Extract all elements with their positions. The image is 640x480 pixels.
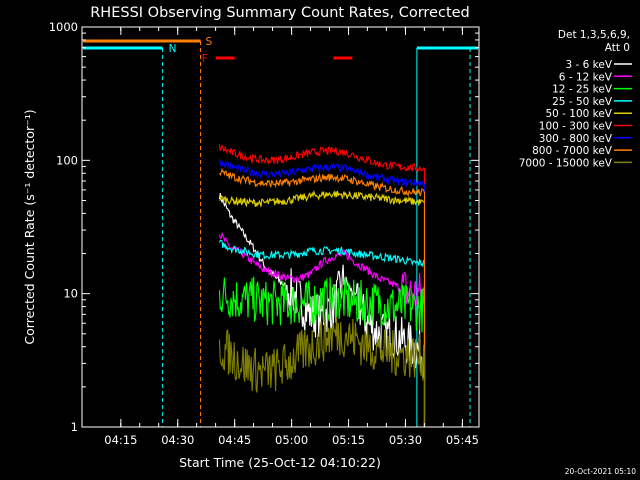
y-tick-label: 100 (56, 153, 78, 167)
series-line (218, 239, 426, 427)
x-tick-label: 05:30 (389, 433, 422, 447)
legend-header-line2: Att 0 (605, 42, 630, 54)
series-7000-15000-kev (218, 315, 426, 427)
series-line (218, 276, 426, 427)
y-tick-label: 1 (71, 420, 78, 434)
night-label: N (169, 43, 177, 55)
x-tick-label: 04:30 (161, 433, 194, 447)
legend-label: 800 - 7000 keV (532, 145, 613, 157)
series-line (219, 167, 426, 427)
axes-layer: 1 10 100 1000 04:15 04:30 04:45 05:00 05:15 05:30… (49, 20, 479, 447)
x-tick-label: 05:45 (446, 433, 479, 447)
x-tick-label: 05:15 (332, 433, 365, 447)
series-6-12-kev (218, 231, 426, 427)
series-300-800-kev (218, 158, 426, 427)
series-line (218, 144, 426, 427)
legend-label: 7000 - 15000 keV (519, 157, 613, 169)
legend-label: 12 - 25 keV (552, 84, 613, 96)
series-100-300-kev (218, 144, 426, 427)
x-tick-label: 04:45 (218, 433, 251, 447)
series-line (219, 189, 426, 427)
y-axis-label: Corrected Count Rate (s⁻¹ detector⁻¹) (22, 109, 37, 344)
legend-label: 300 - 800 keV (539, 133, 613, 145)
series-line (218, 231, 426, 427)
legend-label: 50 - 100 keV (545, 108, 612, 120)
flare-label: F (202, 53, 208, 65)
plot-border (81, 26, 480, 428)
series-line (218, 158, 426, 427)
series-800-7000-kev (219, 167, 426, 427)
chart-title: RHESSI Observing Summary Count Rates, Co… (90, 5, 470, 21)
y-tick-label: 1000 (49, 20, 78, 34)
y-tick-label: 10 (63, 287, 78, 301)
series-25-50-kev (218, 239, 426, 427)
saa-label: S (206, 36, 213, 48)
legend-label: 100 - 300 keV (539, 121, 613, 133)
series-layer (218, 144, 426, 427)
x-tick-label: 04:15 (104, 433, 137, 447)
legend-header-line1: Det 1,3,5,6,9, (558, 29, 630, 41)
legend-label: 25 - 50 keV (552, 96, 613, 108)
legend-label: 3 - 6 keV (565, 59, 612, 71)
x-axis-label: Start Time (25-Oct-12 04:10:22) (179, 455, 381, 470)
x-tick-label: 05:00 (275, 433, 308, 447)
legend-label: 6 - 12 keV (559, 71, 613, 83)
annotations-layer: S N F (83, 36, 478, 427)
series-12-25-kev (218, 276, 426, 427)
series-line (218, 315, 426, 427)
footer-date: 20-Oct-2021 05:10 (565, 467, 636, 476)
series-50-100-kev (219, 189, 426, 427)
